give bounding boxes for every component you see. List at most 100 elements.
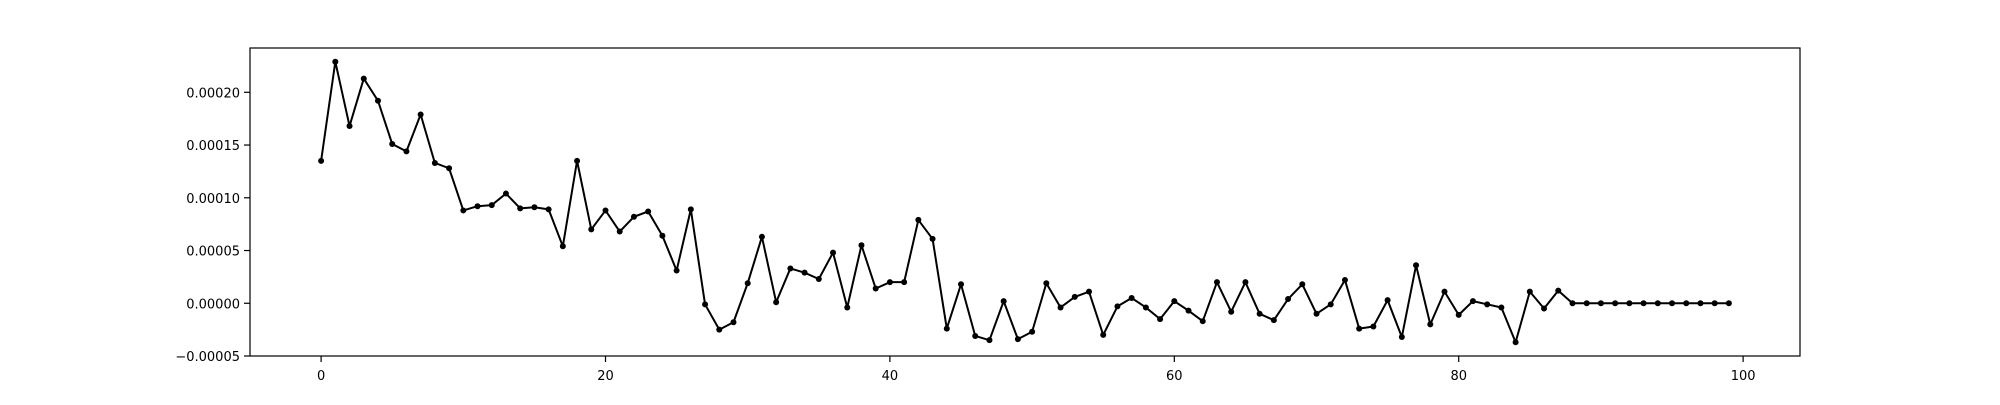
data-point <box>1413 262 1420 269</box>
data-point <box>1427 321 1434 328</box>
data-point <box>446 165 453 172</box>
data-point <box>1711 300 1718 307</box>
data-point <box>1014 336 1021 343</box>
data-point <box>332 58 339 65</box>
data-point <box>1171 298 1178 305</box>
data-point <box>1498 304 1505 311</box>
data-point <box>1128 294 1135 301</box>
data-point <box>815 276 822 282</box>
series-points <box>318 58 1732 346</box>
data-point <box>1199 318 1206 325</box>
y-tick-label: 0.00005 <box>186 245 240 260</box>
data-point <box>1640 300 1647 307</box>
x-tick-label: 60 <box>1166 369 1183 384</box>
data-point <box>1526 288 1533 295</box>
data-point <box>1071 293 1078 300</box>
data-point <box>744 280 751 287</box>
data-point <box>702 301 709 308</box>
data-point <box>886 279 893 286</box>
data-point <box>1597 300 1604 307</box>
plot-background <box>250 48 1800 356</box>
data-point <box>602 207 609 214</box>
series-line <box>320 60 1729 344</box>
data-point <box>801 269 808 276</box>
data-point <box>901 279 908 286</box>
data-point <box>1242 279 1249 286</box>
data-point <box>858 242 865 249</box>
data-point <box>403 148 410 155</box>
data-point <box>730 319 737 326</box>
data-point <box>318 157 325 164</box>
data-point <box>1057 304 1064 311</box>
data-point <box>346 123 353 130</box>
data-point <box>1029 328 1036 335</box>
data-point <box>630 213 637 220</box>
data-point <box>1455 311 1462 318</box>
y-tick-label: −0.00005 <box>175 350 240 365</box>
data-point <box>1569 300 1576 307</box>
x-tick-label: 100 <box>1731 369 1756 384</box>
y-tick-label: 0.00020 <box>186 86 240 101</box>
x-tick-label: 0 <box>317 369 325 384</box>
data-point <box>1313 310 1320 317</box>
data-point <box>417 111 424 118</box>
data-point <box>1484 301 1491 308</box>
data-point <box>872 285 879 292</box>
y-tick-label: 0.00000 <box>186 297 240 312</box>
data-point <box>687 206 694 213</box>
data-point <box>1000 298 1007 305</box>
data-point <box>716 326 723 333</box>
data-point <box>1654 300 1661 307</box>
data-point <box>1285 296 1292 303</box>
data-point <box>1256 310 1263 317</box>
data-point <box>431 159 438 166</box>
data-point <box>929 235 936 242</box>
data-point <box>1512 339 1519 346</box>
data-point <box>1555 287 1562 294</box>
data-point <box>1157 316 1164 323</box>
data-point <box>1185 307 1192 314</box>
data-point <box>1043 280 1050 287</box>
data-point <box>1270 317 1277 324</box>
data-point <box>517 205 524 212</box>
data-point <box>1100 331 1107 338</box>
data-point <box>943 325 950 332</box>
data-point <box>502 190 509 197</box>
data-point <box>574 157 581 164</box>
data-point <box>1612 300 1619 307</box>
x-tick-label: 80 <box>1450 369 1467 384</box>
data-point <box>1669 300 1676 307</box>
data-point <box>787 265 794 272</box>
data-point <box>1213 279 1220 286</box>
data-point <box>488 202 495 209</box>
data-point <box>389 140 396 147</box>
data-point <box>374 97 381 104</box>
data-point <box>758 233 765 240</box>
data-point <box>616 228 623 235</box>
data-point <box>844 304 851 311</box>
data-point <box>673 267 680 274</box>
data-point <box>1114 303 1121 310</box>
data-point <box>645 208 652 215</box>
data-point <box>1697 300 1704 307</box>
data-point <box>915 216 922 223</box>
data-point <box>958 281 965 288</box>
data-point <box>474 203 481 210</box>
data-point <box>1085 288 1092 295</box>
data-point <box>1441 288 1448 295</box>
data-point <box>1384 297 1391 304</box>
data-point <box>360 75 367 82</box>
data-point <box>1583 300 1590 307</box>
data-point <box>1327 301 1334 308</box>
data-point <box>1469 298 1476 305</box>
plot-frame <box>249 47 1801 357</box>
data-point <box>1370 323 1377 330</box>
data-point <box>531 204 538 211</box>
data-point <box>545 206 552 213</box>
data-point <box>1299 281 1306 288</box>
y-axis: −0.00005 0.00000 0.00005 0.00010 0.00015 0.00… <box>175 86 250 365</box>
data-point <box>986 337 993 344</box>
data-point <box>1541 305 1548 312</box>
